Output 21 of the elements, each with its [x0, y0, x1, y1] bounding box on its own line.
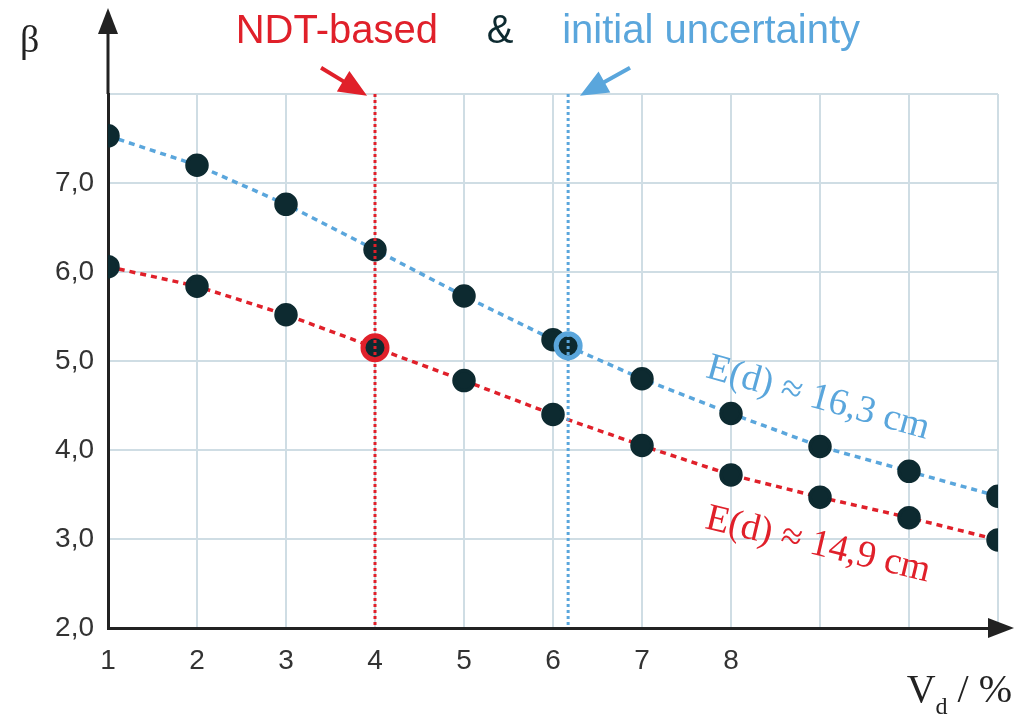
- y-axis-title: β: [20, 18, 40, 60]
- y-tick-label: 3,0: [55, 521, 94, 553]
- x-tick-label: 4: [367, 643, 383, 675]
- x-tick-label: 5: [456, 643, 472, 675]
- x-tick-label: 6: [545, 643, 561, 675]
- y-tick-label: 4,0: [55, 432, 94, 464]
- y-tick-label: 5,0: [55, 343, 94, 375]
- ref-line-label: NDT-based: [235, 7, 438, 52]
- text: E(d) ≈ 16,3 cm: [702, 344, 936, 448]
- x-tick-label: 8: [723, 643, 739, 675]
- text: &: [486, 7, 514, 52]
- x-tick-label: 7: [634, 643, 650, 675]
- ref-line-label: initial uncertainty: [562, 7, 861, 52]
- x-tick-label: 2: [189, 643, 205, 675]
- x-tick-label: 3: [278, 643, 294, 675]
- point: [553, 331, 583, 361]
- text: E(d) ≈ 14,9 cm: [701, 495, 936, 591]
- x-tick-label: 1: [100, 643, 116, 675]
- y-tick-label: 6,0: [55, 254, 94, 286]
- y-tick-label: 7,0: [55, 165, 94, 197]
- y-tick-label: 2,0: [55, 610, 94, 642]
